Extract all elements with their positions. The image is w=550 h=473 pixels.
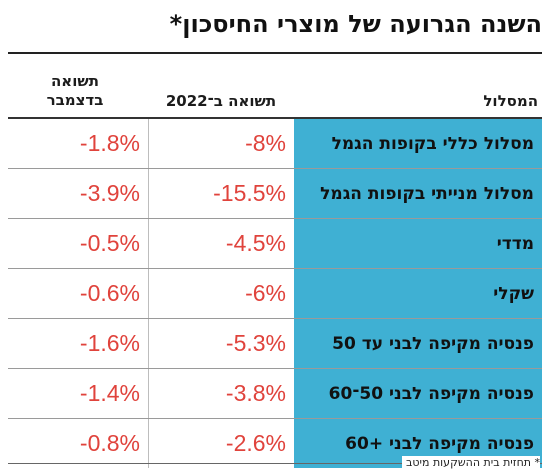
row-path-label: מסלול כללי בקופות הגמל — [294, 119, 542, 168]
row-december-value: -1.6% — [8, 319, 148, 368]
row-ytd-value: -5.3% — [148, 319, 294, 368]
column-header-ytd-2022: תשואה ב־2022 — [165, 92, 277, 110]
table-body: מסלול כללי בקופות הגמל -8% -1.8% מסלול מניי… — [8, 119, 542, 468]
row-path-label: מסלול מנייתי בקופות הגמל — [294, 169, 542, 218]
row-path-label: שקלי — [294, 269, 542, 318]
row-ytd-value: -4.5% — [148, 219, 294, 268]
row-december-value: -1.8% — [8, 119, 148, 168]
table-row: פנסיה מקיפה לבני 50־60 -3.8% -1.4% — [8, 369, 542, 419]
row-ytd-value: -15.5% — [148, 169, 294, 218]
table-header-divider — [8, 117, 542, 119]
row-december-value: -0.8% — [8, 419, 148, 468]
column-header-december-line1: תשואה — [51, 72, 99, 90]
row-ytd-value: -6% — [148, 269, 294, 318]
row-ytd-value: -8% — [148, 119, 294, 168]
title-divider — [8, 52, 542, 54]
row-ytd-value: -3.8% — [148, 369, 294, 418]
table-bottom-divider — [8, 463, 542, 464]
row-path-label: פנסיה מקיפה לבני עד 50 — [294, 319, 542, 368]
table-row: מסלול מנייתי בקופות הגמל -15.5% -3.9% — [8, 169, 542, 219]
row-ytd-value: -2.6% — [148, 419, 294, 468]
row-path-label: פנסיה מקיפה לבני 50־60 — [294, 369, 542, 418]
footnote: * תחזית בית ההשקעות מיטב — [402, 456, 540, 469]
row-december-value: -3.9% — [8, 169, 148, 218]
row-path-label: מדדי — [294, 219, 542, 268]
column-header-path: המסלול — [483, 92, 538, 110]
column-header-december: תשואה בדצמבר — [10, 72, 140, 110]
row-december-value: -0.6% — [8, 269, 148, 318]
table-row: מסלול כללי בקופות הגמל -8% -1.8% — [8, 119, 542, 169]
table-row: מדדי -4.5% -0.5% — [8, 219, 542, 269]
table-row: שקלי -6% -0.6% — [8, 269, 542, 319]
column-header-december-line2: בדצמבר — [46, 91, 104, 109]
row-december-value: -1.4% — [8, 369, 148, 418]
row-december-value: -0.5% — [8, 219, 148, 268]
chart-title: השנה הגרועה של מוצרי החיסכון* — [169, 10, 542, 38]
table-row: פנסיה מקיפה לבני עד 50 -5.3% -1.6% — [8, 319, 542, 369]
